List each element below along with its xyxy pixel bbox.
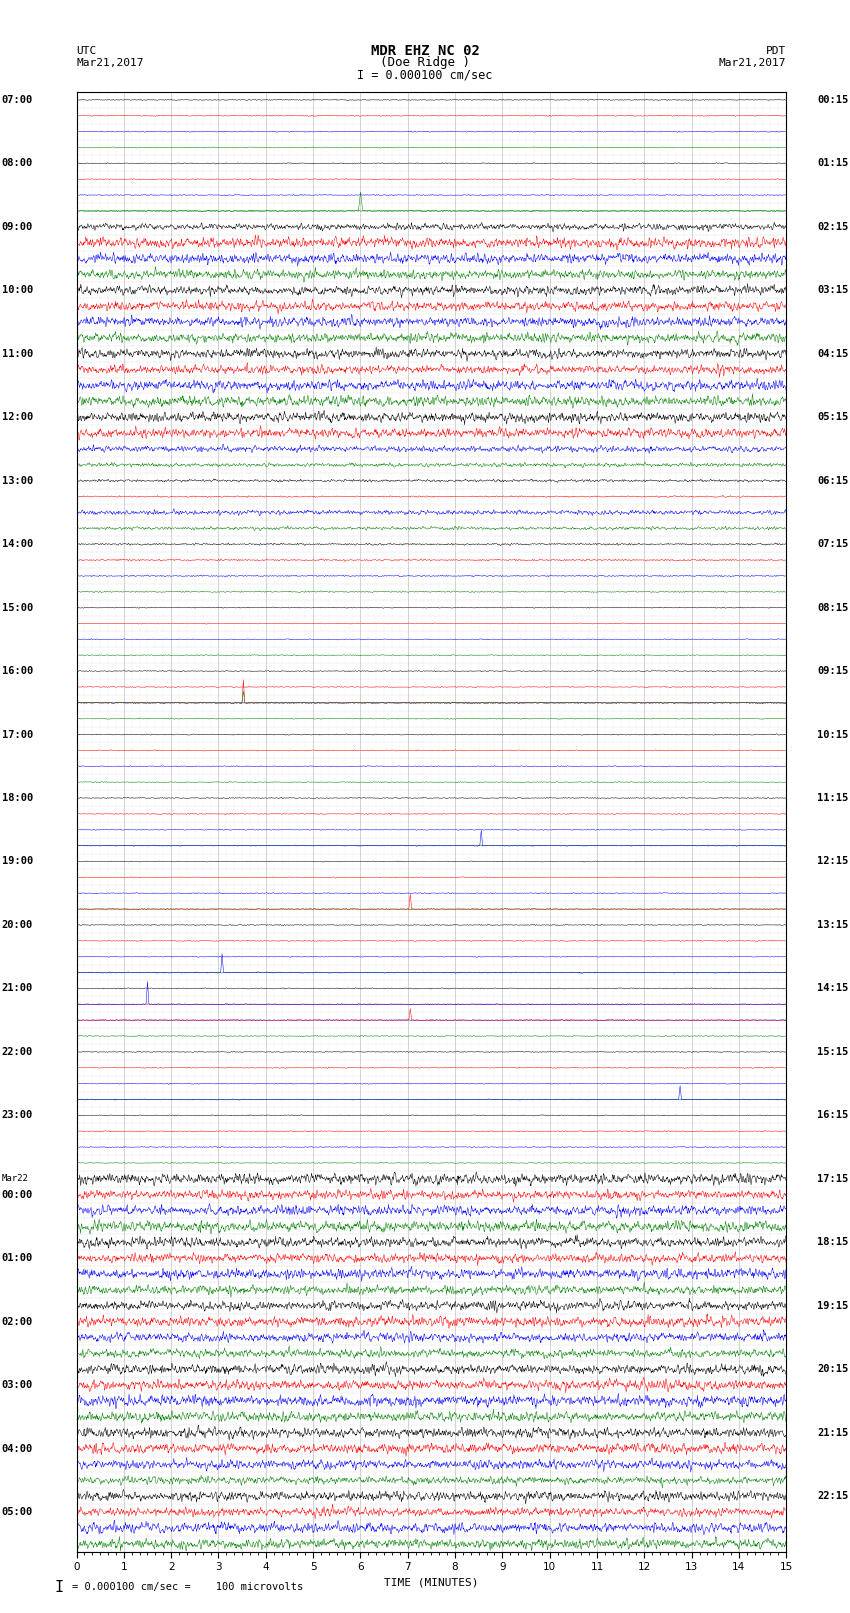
Text: PDT: PDT (766, 45, 786, 56)
Text: 17:00: 17:00 (2, 729, 33, 739)
Text: 15:00: 15:00 (2, 603, 33, 613)
X-axis label: TIME (MINUTES): TIME (MINUTES) (384, 1578, 479, 1587)
Text: 20:15: 20:15 (817, 1365, 848, 1374)
Text: 16:00: 16:00 (2, 666, 33, 676)
Text: 04:15: 04:15 (817, 348, 848, 358)
Text: 18:00: 18:00 (2, 794, 33, 803)
Text: 17:15: 17:15 (817, 1174, 848, 1184)
Text: 04:00: 04:00 (2, 1444, 33, 1453)
Text: 09:15: 09:15 (817, 666, 848, 676)
Text: 10:15: 10:15 (817, 729, 848, 739)
Text: 05:00: 05:00 (2, 1507, 33, 1518)
Text: 07:00: 07:00 (2, 95, 33, 105)
Text: 09:00: 09:00 (2, 223, 33, 232)
Text: 06:15: 06:15 (817, 476, 848, 486)
Text: 13:15: 13:15 (817, 919, 848, 931)
Text: 10:00: 10:00 (2, 286, 33, 295)
Text: 14:00: 14:00 (2, 539, 33, 548)
Text: 11:15: 11:15 (817, 794, 848, 803)
Text: Mar21,2017: Mar21,2017 (719, 58, 786, 68)
Text: 08:00: 08:00 (2, 158, 33, 168)
Text: 02:15: 02:15 (817, 223, 848, 232)
Text: = 0.000100 cm/sec =    100 microvolts: = 0.000100 cm/sec = 100 microvolts (72, 1582, 303, 1592)
Text: 19:00: 19:00 (2, 857, 33, 866)
Text: 08:15: 08:15 (817, 603, 848, 613)
Text: 03:00: 03:00 (2, 1381, 33, 1390)
Text: Mar21,2017: Mar21,2017 (76, 58, 144, 68)
Text: 19:15: 19:15 (817, 1300, 848, 1311)
Text: 05:15: 05:15 (817, 413, 848, 423)
Text: 02:00: 02:00 (2, 1316, 33, 1326)
Text: 22:15: 22:15 (817, 1490, 848, 1502)
Text: 16:15: 16:15 (817, 1110, 848, 1121)
Text: 11:00: 11:00 (2, 348, 33, 358)
Text: 20:00: 20:00 (2, 919, 33, 931)
Text: 01:00: 01:00 (2, 1253, 33, 1263)
Text: 15:15: 15:15 (817, 1047, 848, 1057)
Text: 13:00: 13:00 (2, 476, 33, 486)
Text: 12:15: 12:15 (817, 857, 848, 866)
Text: 18:15: 18:15 (817, 1237, 848, 1247)
Text: 00:00: 00:00 (2, 1190, 33, 1200)
Text: 00:15: 00:15 (817, 95, 848, 105)
Text: 01:15: 01:15 (817, 158, 848, 168)
Text: I = 0.000100 cm/sec: I = 0.000100 cm/sec (357, 68, 493, 82)
Text: 23:00: 23:00 (2, 1110, 33, 1121)
Text: 21:15: 21:15 (817, 1428, 848, 1437)
Text: UTC: UTC (76, 45, 97, 56)
Text: 07:15: 07:15 (817, 539, 848, 548)
Text: MDR EHZ NC 02: MDR EHZ NC 02 (371, 44, 479, 58)
Text: (Doe Ridge ): (Doe Ridge ) (380, 56, 470, 69)
Text: 14:15: 14:15 (817, 984, 848, 994)
Text: 03:15: 03:15 (817, 286, 848, 295)
Text: 22:00: 22:00 (2, 1047, 33, 1057)
Text: I: I (55, 1579, 64, 1595)
Text: Mar22: Mar22 (2, 1174, 29, 1184)
Text: 12:00: 12:00 (2, 413, 33, 423)
Text: 21:00: 21:00 (2, 984, 33, 994)
